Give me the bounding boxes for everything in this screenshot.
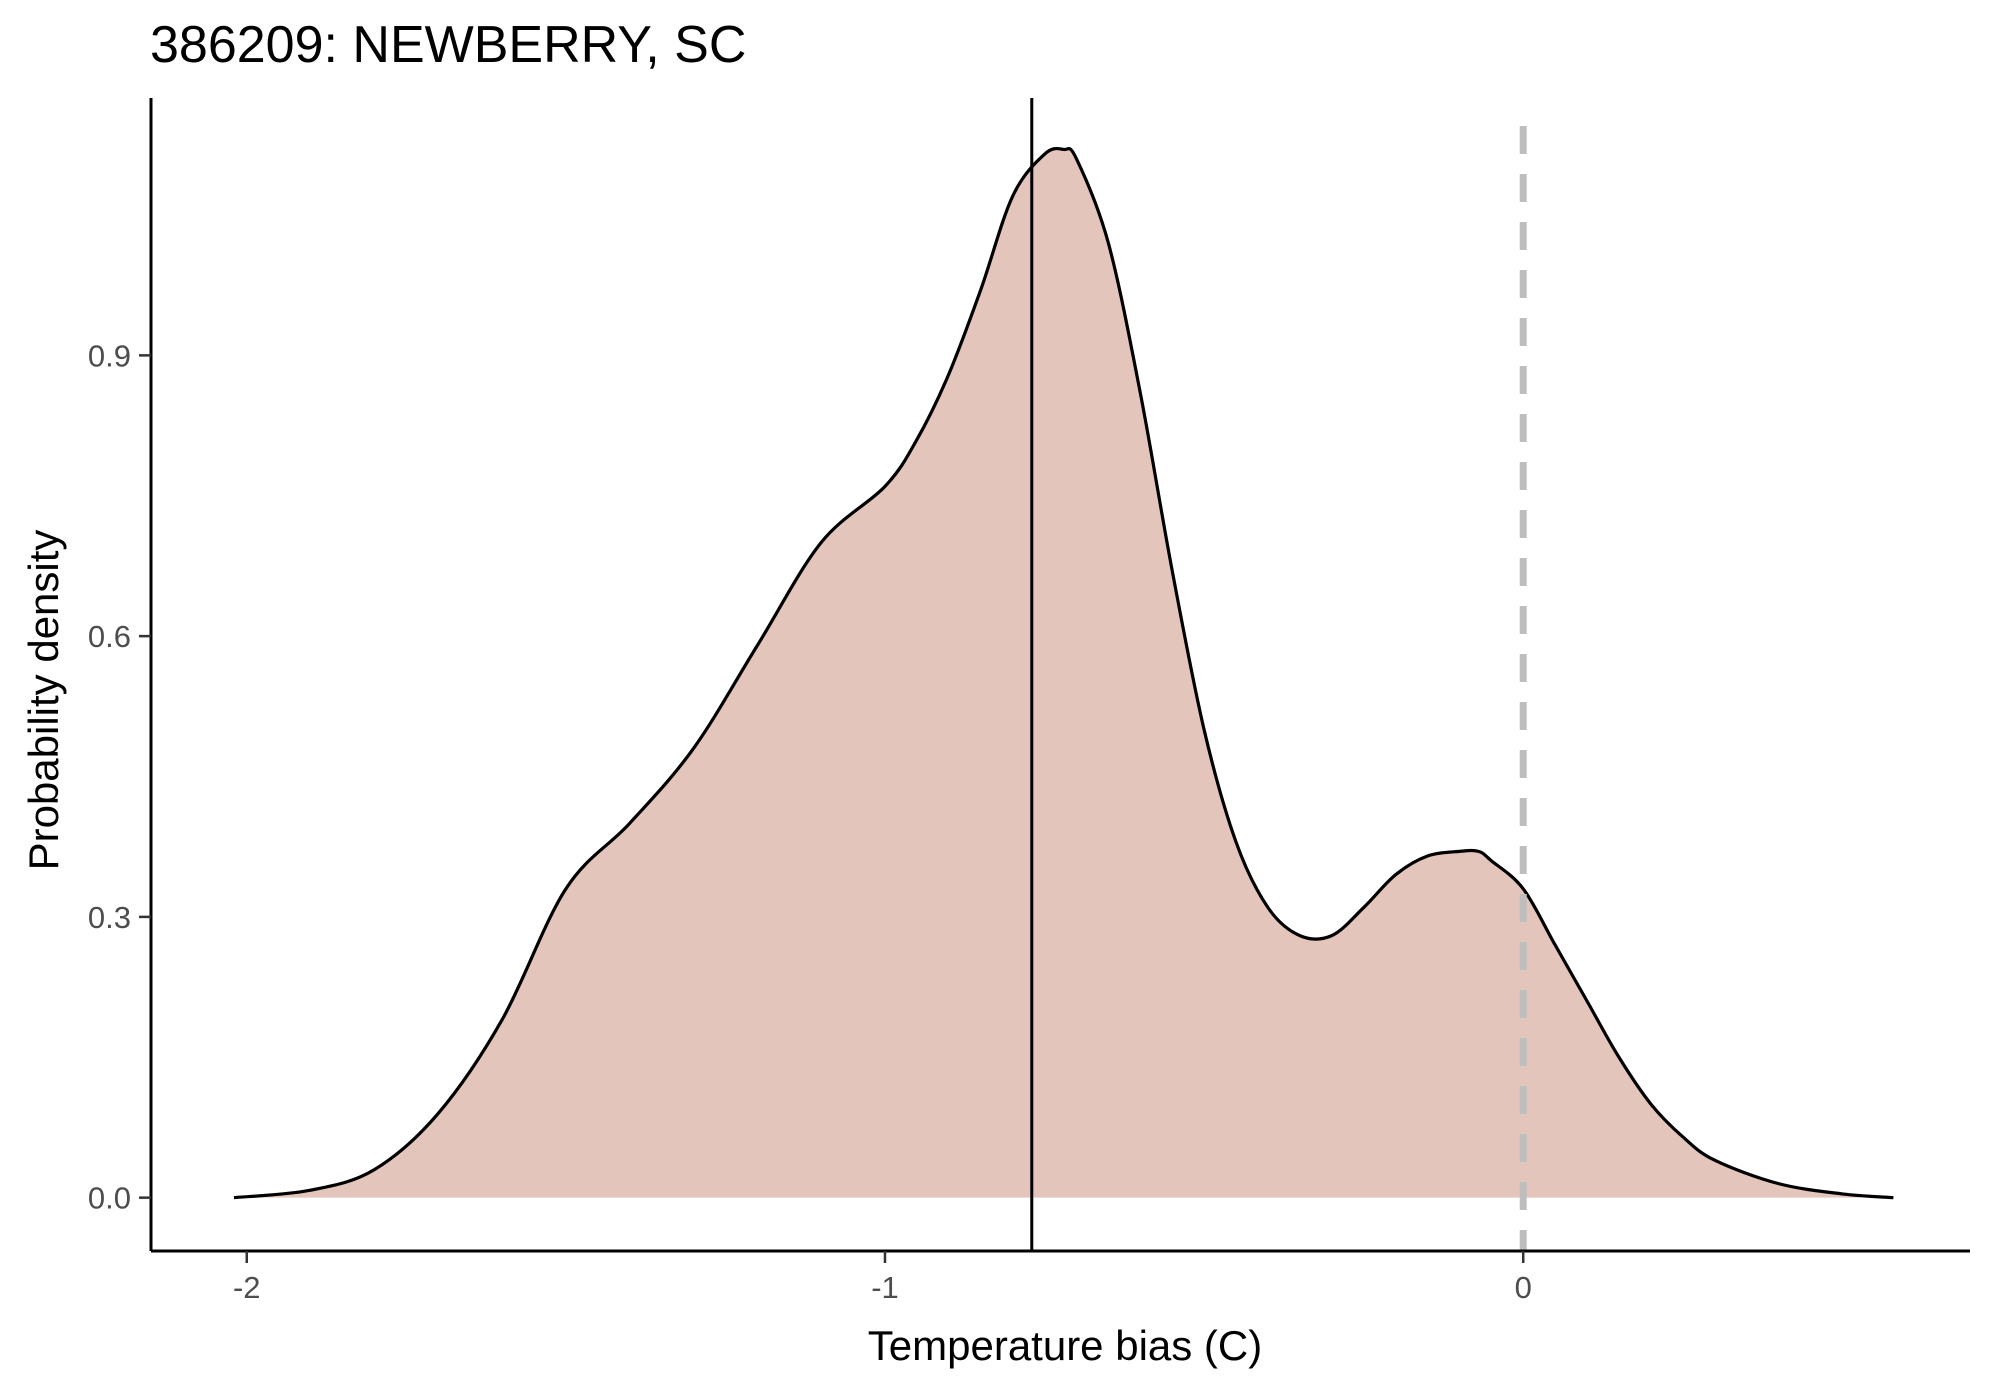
y-tick-label: 0.0 bbox=[88, 1181, 131, 1216]
chart-title: 386209: NEWBERRY, SC bbox=[150, 16, 746, 74]
y-tick-label: 0.3 bbox=[88, 900, 131, 935]
x-axis-label: Temperature bias (C) bbox=[868, 1322, 1262, 1369]
x-tick-label: -2 bbox=[233, 1270, 261, 1305]
density-fill-area bbox=[233, 148, 1894, 1198]
x-tick-label: -1 bbox=[871, 1270, 899, 1305]
density-curve bbox=[233, 146, 1894, 1200]
y-tick-label: 0.9 bbox=[88, 338, 131, 373]
y-axis-label: Probability density bbox=[20, 530, 67, 871]
plot-area bbox=[233, 98, 1894, 1251]
x-axis-ticks: -2 -1 0 bbox=[233, 1251, 1532, 1305]
y-tick-label: 0.6 bbox=[88, 619, 131, 654]
x-tick-label: 0 bbox=[1515, 1270, 1532, 1305]
y-axis-ticks: 0.0 0.3 0.6 0.9 bbox=[88, 338, 151, 1216]
